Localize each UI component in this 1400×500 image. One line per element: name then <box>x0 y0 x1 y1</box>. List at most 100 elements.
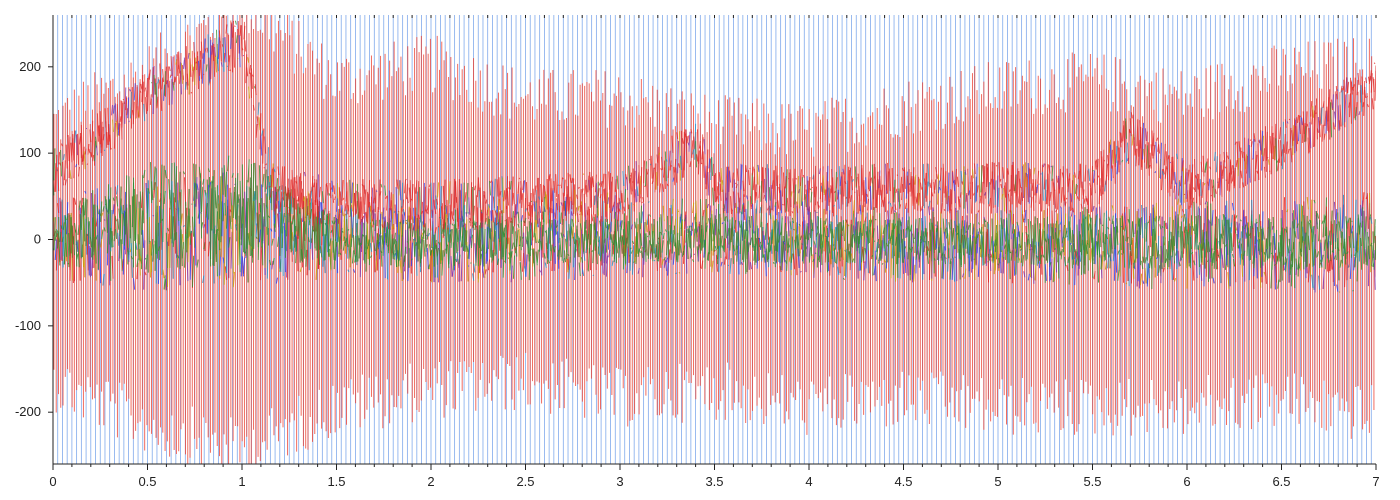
upper-ridge-segment <box>1267 157 1269 159</box>
upper-ridge-segment <box>1297 114 1300 123</box>
band-segment <box>1263 271 1266 277</box>
band-segment <box>1132 221 1135 237</box>
band-segment <box>534 233 537 244</box>
upper-ridge-segment <box>309 190 312 203</box>
band-segment <box>777 221 780 252</box>
upper-ridge-segment <box>1017 196 1020 204</box>
upper-ridge-segment <box>888 168 891 192</box>
upper-ridge-segment <box>824 189 827 201</box>
band-segment <box>245 179 248 256</box>
band-segment <box>1163 220 1166 264</box>
upper-ridge-segment <box>881 184 884 207</box>
band-segment <box>755 238 758 251</box>
band-segment <box>519 262 522 280</box>
band-segment <box>405 221 408 225</box>
band-segment <box>219 176 222 251</box>
band-segment <box>553 245 556 253</box>
upper-ridge-segment <box>920 205 923 211</box>
upper-ridge-segment <box>146 77 148 98</box>
band-segment <box>1112 221 1115 249</box>
upper-ridge-segment <box>885 162 888 191</box>
band-segment <box>1034 259 1037 281</box>
band-segment <box>126 207 129 265</box>
band-segment <box>311 225 314 243</box>
upper-ridge-segment <box>979 195 982 204</box>
upper-ridge-segment <box>703 139 706 155</box>
band-segment <box>100 201 103 222</box>
upper-ridge-segment <box>819 182 822 200</box>
band-segment <box>224 266 228 280</box>
upper-ridge-segment <box>173 76 176 86</box>
band-segment <box>1059 251 1062 256</box>
band-segment <box>879 213 882 255</box>
upper-ridge-segment <box>934 179 937 191</box>
band-segment <box>1231 202 1234 211</box>
upper-ridge-segment <box>112 105 115 114</box>
upper-ridge-segment <box>1047 173 1050 207</box>
band-segment <box>161 209 164 275</box>
upper-ridge-segment <box>1106 163 1109 177</box>
upper-ridge-segment <box>705 165 708 190</box>
band-segment <box>813 244 816 278</box>
band-segment <box>337 218 340 242</box>
band-segment <box>258 165 262 213</box>
upper-ridge-segment <box>918 178 921 206</box>
upper-ridge-segment <box>690 128 693 134</box>
upper-ridge-segment <box>160 89 163 111</box>
band-segment <box>1155 256 1158 260</box>
band-segment <box>591 214 594 222</box>
band-segment <box>1222 215 1225 236</box>
band-segment <box>514 245 517 254</box>
band-segment <box>1042 254 1045 258</box>
upper-ridge-segment <box>589 171 592 208</box>
band-segment <box>165 232 169 268</box>
upper-ridge-segment <box>411 184 414 202</box>
upper-ridge-segment <box>808 177 811 194</box>
upper-ridge-segment <box>501 176 504 198</box>
upper-ridge-segment <box>574 189 577 224</box>
band-segment <box>1162 267 1165 273</box>
band-segment <box>117 232 120 246</box>
upper-ridge-segment <box>521 193 524 208</box>
upper-ridge-segment <box>1117 140 1120 173</box>
band-segment <box>735 232 738 256</box>
upper-ridge-segment <box>255 124 258 138</box>
upper-ridge-segment <box>429 218 432 231</box>
band-segment <box>498 219 501 251</box>
upper-ridge-segment <box>1314 105 1317 147</box>
band-segment <box>720 261 723 267</box>
band-segment <box>933 217 936 277</box>
band-segment <box>102 273 105 286</box>
band-segment <box>438 241 441 245</box>
band-segment <box>414 230 417 258</box>
upper-ridge-segment <box>827 181 830 206</box>
band-segment <box>103 227 106 232</box>
upper-ridge-segment <box>576 194 578 200</box>
band-segment <box>180 229 183 267</box>
upper-ridge-segment <box>96 113 99 142</box>
upper-ridge-segment <box>568 196 571 214</box>
band-segment <box>478 239 482 274</box>
band-segment <box>329 238 332 247</box>
band-segment <box>942 246 945 280</box>
band-segment <box>424 223 427 252</box>
band-segment <box>133 278 136 290</box>
band-segment <box>216 211 220 231</box>
upper-ridge-segment <box>835 177 838 189</box>
upper-ridge-segment <box>891 168 894 214</box>
band-segment <box>930 218 933 262</box>
band-segment <box>346 219 349 248</box>
upper-ridge-segment <box>1318 120 1321 138</box>
band-segment <box>728 219 731 245</box>
band-segment <box>1269 242 1272 259</box>
upper-ridge-segment <box>1204 163 1207 173</box>
upper-ridge-segment <box>322 209 325 220</box>
upper-ridge-segment <box>62 154 65 161</box>
band-segment <box>1237 244 1240 249</box>
upper-ridge-segment <box>633 170 636 198</box>
upper-ridge-segment <box>582 173 585 175</box>
band-segment <box>872 228 875 238</box>
band-segment <box>752 204 755 234</box>
upper-ridge-segment <box>1077 170 1080 180</box>
upper-ridge-segment <box>1151 130 1154 159</box>
